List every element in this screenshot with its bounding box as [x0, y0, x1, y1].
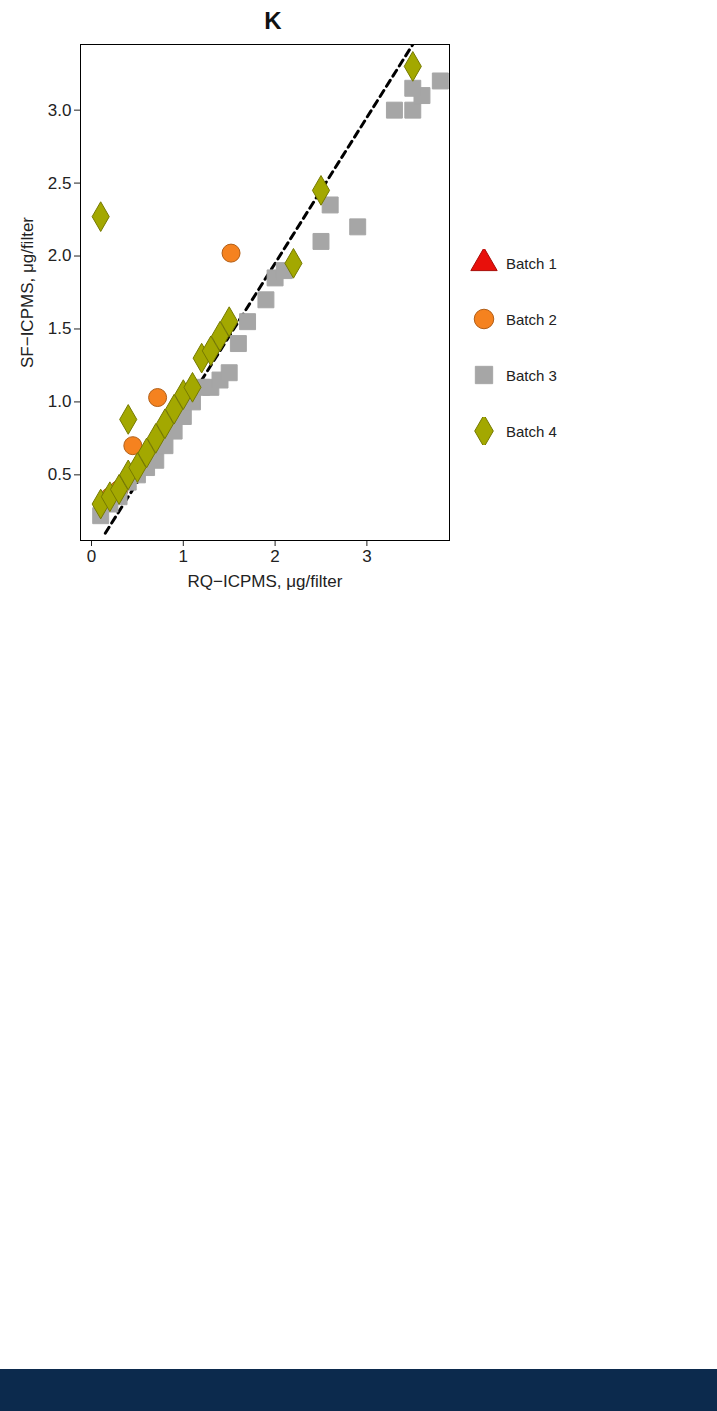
svg-text:3: 3 — [362, 547, 371, 566]
svg-text:1.5: 1.5 — [48, 319, 72, 338]
svg-text:SF−ICPMS, μg/filter: SF−ICPMS, μg/filter — [18, 217, 37, 368]
svg-text:1.0: 1.0 — [48, 392, 72, 411]
svg-text:3.0: 3.0 — [48, 101, 72, 120]
svg-text:2.5: 2.5 — [48, 174, 72, 193]
html-text:Batch 2: Batch 2 — [506, 310, 557, 328]
html-text:Batch 1: Batch 1 — [506, 254, 557, 272]
svg-text:0: 0 — [87, 547, 96, 566]
html-text:Batch 4: Batch 4 — [506, 422, 557, 440]
svg-text:RQ−ICPMS, μg/filter: RQ−ICPMS, μg/filter — [188, 572, 343, 591]
svg-text:2.0: 2.0 — [48, 246, 72, 265]
html-text:Batch 3: Batch 3 — [506, 366, 557, 384]
svg-text:2: 2 — [270, 547, 279, 566]
svg-text:0.5: 0.5 — [48, 465, 72, 484]
svg-text:1: 1 — [179, 547, 188, 566]
html-text:K: K — [264, 7, 282, 34]
